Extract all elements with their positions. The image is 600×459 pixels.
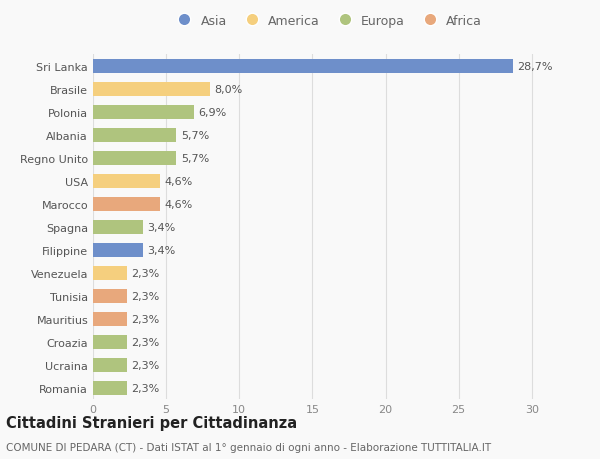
Bar (93, 106, 194, 119)
Bar (93, 243, 143, 257)
Bar (93, 174, 160, 188)
Bar (93, 335, 127, 349)
Bar (93, 129, 176, 142)
Text: COMUNE DI PEDARA (CT) - Dati ISTAT al 1° gennaio di ogni anno - Elaborazione TUT: COMUNE DI PEDARA (CT) - Dati ISTAT al 1°… (6, 442, 491, 452)
Text: 2,3%: 2,3% (131, 383, 159, 393)
Bar (93, 151, 176, 165)
Bar (93, 220, 143, 234)
Text: 2,3%: 2,3% (131, 360, 159, 370)
Bar (93, 312, 127, 326)
Text: Cittadini Stranieri per Cittadinanza: Cittadini Stranieri per Cittadinanza (6, 415, 297, 431)
Bar (93, 83, 210, 96)
Text: 8,0%: 8,0% (214, 84, 242, 95)
Legend: Asia, America, Europa, Africa: Asia, America, Europa, Africa (167, 10, 487, 33)
Text: 6,9%: 6,9% (198, 107, 227, 118)
Bar (93, 266, 127, 280)
Bar (93, 60, 513, 73)
Text: 5,7%: 5,7% (181, 130, 209, 140)
Bar (93, 358, 127, 372)
Bar (93, 289, 127, 303)
Text: 2,3%: 2,3% (131, 291, 159, 301)
Bar (93, 381, 127, 395)
Text: 5,7%: 5,7% (181, 153, 209, 163)
Text: 2,3%: 2,3% (131, 268, 159, 278)
Bar (93, 197, 160, 211)
Text: 3,4%: 3,4% (147, 222, 175, 232)
Text: 4,6%: 4,6% (164, 199, 193, 209)
Text: 3,4%: 3,4% (147, 245, 175, 255)
Text: 4,6%: 4,6% (164, 176, 193, 186)
Text: 2,3%: 2,3% (131, 337, 159, 347)
Text: 2,3%: 2,3% (131, 314, 159, 324)
Text: 28,7%: 28,7% (517, 62, 553, 72)
